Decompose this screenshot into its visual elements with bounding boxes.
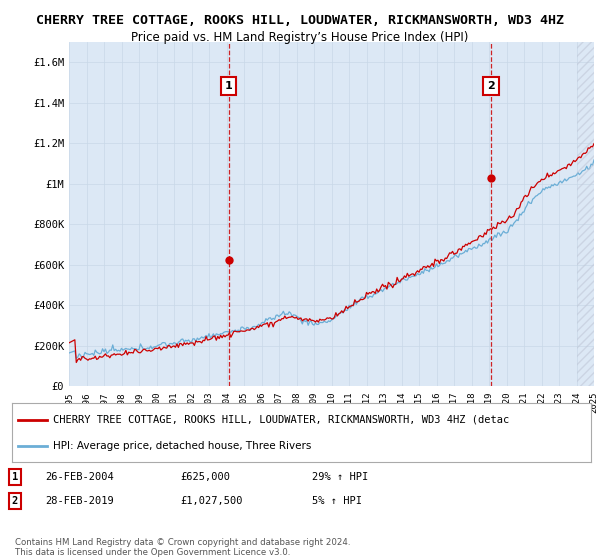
Text: Price paid vs. HM Land Registry’s House Price Index (HPI): Price paid vs. HM Land Registry’s House … <box>131 31 469 44</box>
Text: Contains HM Land Registry data © Crown copyright and database right 2024.
This d: Contains HM Land Registry data © Crown c… <box>15 538 350 557</box>
Text: 2: 2 <box>487 81 495 91</box>
Text: HPI: Average price, detached house, Three Rivers: HPI: Average price, detached house, Thre… <box>53 441 311 451</box>
Text: CHERRY TREE COTTAGE, ROOKS HILL, LOUDWATER, RICKMANSWORTH, WD3 4HZ (detac: CHERRY TREE COTTAGE, ROOKS HILL, LOUDWAT… <box>53 414 509 424</box>
Text: 26-FEB-2004: 26-FEB-2004 <box>45 472 114 482</box>
Text: 28-FEB-2019: 28-FEB-2019 <box>45 496 114 506</box>
Text: 1: 1 <box>225 81 233 91</box>
Text: 5% ↑ HPI: 5% ↑ HPI <box>312 496 362 506</box>
Text: 29% ↑ HPI: 29% ↑ HPI <box>312 472 368 482</box>
Bar <box>577 42 596 386</box>
Text: 1: 1 <box>12 472 18 482</box>
Text: 2: 2 <box>12 496 18 506</box>
Text: £1,027,500: £1,027,500 <box>180 496 242 506</box>
Text: CHERRY TREE COTTAGE, ROOKS HILL, LOUDWATER, RICKMANSWORTH, WD3 4HZ: CHERRY TREE COTTAGE, ROOKS HILL, LOUDWAT… <box>36 14 564 27</box>
Text: £625,000: £625,000 <box>180 472 230 482</box>
